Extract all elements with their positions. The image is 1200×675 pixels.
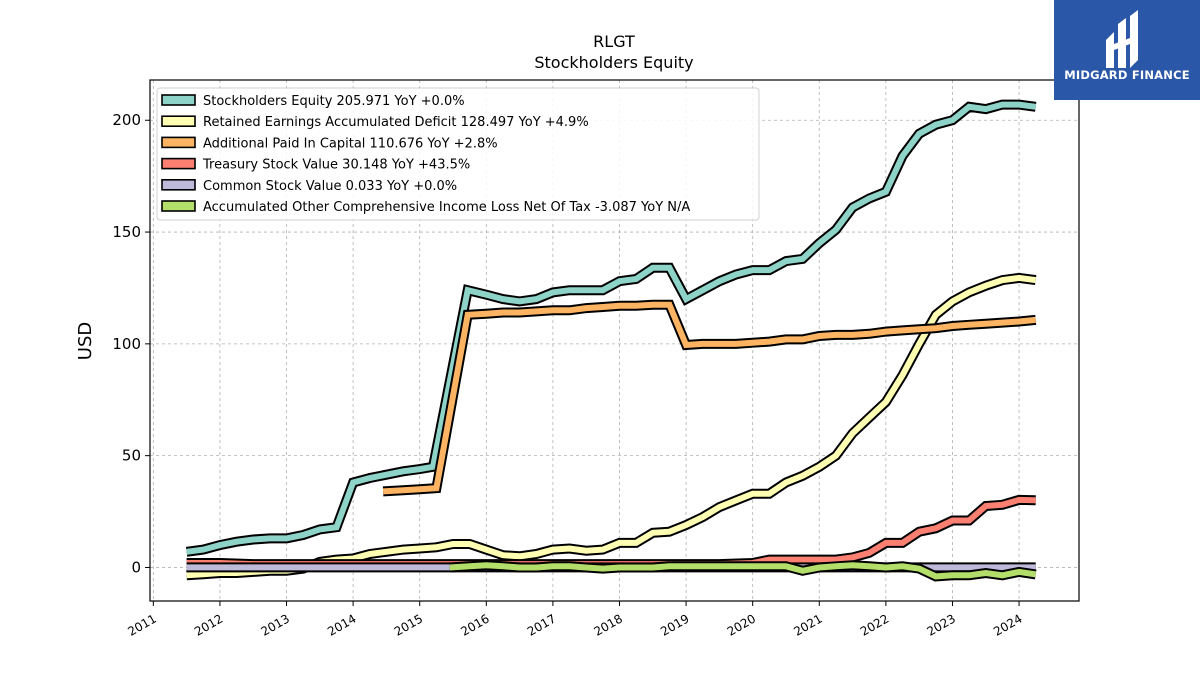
y-tick-label: 200 bbox=[112, 111, 141, 129]
y-axis: 0 50 100 150 200 bbox=[112, 111, 150, 576]
brand-logo: MIDGARD FINANCE bbox=[1054, 0, 1200, 100]
legend-item: Stockholders Equity 205.971 YoY +0.0% bbox=[161, 94, 465, 109]
x-tick-label: 2016 bbox=[458, 611, 491, 638]
x-tick-label: 2020 bbox=[725, 611, 758, 638]
logo-mark-icon bbox=[1106, 10, 1138, 68]
x-tick-label: 2023 bbox=[925, 611, 958, 638]
chart-subtitle: Stockholders Equity bbox=[534, 53, 693, 72]
x-tick-label: 2011 bbox=[125, 611, 158, 638]
x-tick-label: 2021 bbox=[791, 611, 824, 638]
legend-label: Accumulated Other Comprehensive Income L… bbox=[203, 200, 690, 215]
series-line-fill bbox=[382, 301, 1036, 495]
y-axis-label: USD bbox=[75, 322, 96, 360]
plot-frame bbox=[149, 79, 1080, 602]
x-tick-label: 2022 bbox=[858, 611, 891, 638]
series-line bbox=[382, 299, 1037, 497]
legend-item: Common Stock Value 0.033 YoY +0.0% bbox=[161, 179, 457, 194]
legend-label: Treasury Stock Value 30.148 YoY +43.5% bbox=[202, 158, 470, 173]
legend-swatch bbox=[161, 136, 196, 149]
legend-label: Stockholders Equity 205.971 YoY +0.0% bbox=[203, 94, 465, 109]
x-tick-label: 2014 bbox=[325, 611, 358, 638]
logo-text: MIDGARD FINANCE bbox=[1064, 68, 1190, 82]
legend-label: Common Stock Value 0.033 YoY +0.0% bbox=[203, 179, 457, 194]
series-layer bbox=[185, 99, 1037, 582]
x-tick-label: 2018 bbox=[592, 611, 625, 638]
x-tick-label: 2017 bbox=[525, 611, 558, 638]
x-tick-label: 2024 bbox=[991, 611, 1024, 638]
legend-item: Accumulated Other Comprehensive Income L… bbox=[161, 200, 690, 215]
legend-label: Retained Earnings Accumulated Deficit 12… bbox=[203, 115, 589, 130]
legend-swatch bbox=[161, 179, 196, 191]
legend-item: Retained Earnings Accumulated Deficit 12… bbox=[161, 115, 589, 130]
y-tick-label: 150 bbox=[112, 223, 141, 241]
series-line bbox=[449, 560, 1037, 582]
x-tick-label: 2012 bbox=[192, 611, 225, 638]
x-tick-label: 2013 bbox=[259, 611, 292, 638]
y-tick-label: 100 bbox=[112, 335, 141, 353]
legend-swatch bbox=[161, 157, 196, 170]
legend-item: Treasury Stock Value 30.148 YoY +43.5% bbox=[161, 157, 470, 173]
series-line-fill bbox=[449, 562, 1037, 580]
legend-swatch bbox=[161, 200, 196, 212]
chart-title: RLGT bbox=[593, 32, 635, 51]
legend-swatch bbox=[161, 94, 196, 106]
legend: Stockholders Equity 205.971 YoY +0.0% Ret… bbox=[156, 87, 760, 221]
series-line bbox=[185, 99, 1037, 557]
y-tick-label: 0 bbox=[131, 558, 141, 576]
x-axis: 2011 2012 2013 2014 2015 2016 2017 2018 2019 2020… bbox=[125, 601, 1025, 639]
series-line-outline bbox=[382, 299, 1037, 497]
series-line-fill bbox=[186, 101, 1037, 555]
x-tick-label: 2019 bbox=[658, 611, 691, 638]
legend-swatch bbox=[161, 115, 196, 127]
legend-label: Additional Paid In Capital 110.676 YoY +… bbox=[203, 136, 498, 151]
legend-box bbox=[156, 87, 760, 221]
y-tick-label: 50 bbox=[122, 447, 141, 465]
legend-item: Additional Paid In Capital 110.676 YoY +… bbox=[161, 136, 498, 151]
x-tick-label: 2015 bbox=[392, 611, 425, 638]
